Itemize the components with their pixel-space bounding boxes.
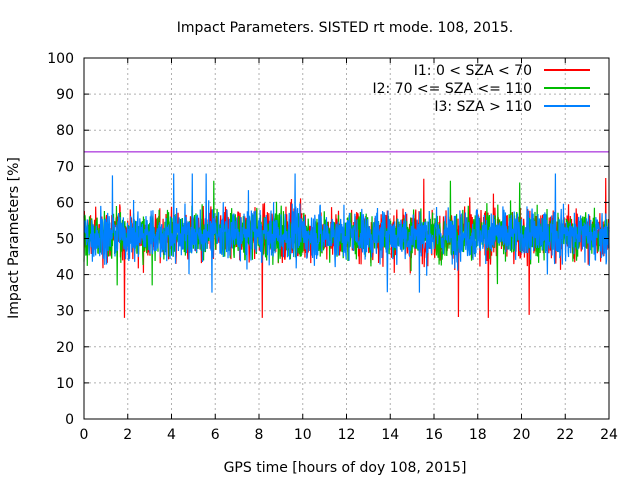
x-tick-label: 8 [255,427,264,443]
chart-title: Impact Parameters. SISTED rt mode. 108, … [177,20,513,36]
y-tick-label: 80 [56,123,74,139]
series-group [83,173,610,318]
x-tick-label: 16 [425,427,443,443]
y-tick-label: 20 [56,340,74,356]
x-tick-label: 6 [211,427,220,443]
y-tick-label: 90 [56,87,74,103]
y-axis-label: Impact Parameters [%] [6,157,22,319]
x-tick-label: 10 [294,427,312,443]
series-line-3 [83,173,610,293]
y-tick-label: 40 [56,268,74,284]
legend-label: I1: 0 < SZA < 70 [414,63,532,79]
x-tick-label: 0 [80,427,89,443]
y-tick-label: 0 [65,412,74,428]
y-tick-label: 100 [47,51,74,67]
x-tick-label: 22 [556,427,574,443]
x-axis-label: GPS time [hours of doy 108, 2015] [224,460,467,476]
x-tick-label: 18 [469,427,487,443]
axis-ticks: 0 2 4 6 8 10 12 14 16 18 20 22 240102030405060708090… [47,51,618,443]
legend: I1: 0 < SZA < 70 I2: 70 <= SZA <= 110 I3: … [372,63,590,115]
y-tick-label: 70 [56,159,74,175]
y-tick-label: 30 [56,304,74,320]
legend-label: I2: 70 <= SZA <= 110 [372,81,532,97]
y-tick-label: 50 [56,232,74,248]
y-tick-label: 60 [56,195,74,211]
y-tick-label: 10 [56,376,74,392]
x-tick-label: 14 [381,427,399,443]
x-tick-label: 2 [123,427,132,443]
legend-label: I3: SZA > 110 [434,99,532,115]
x-tick-label: 4 [167,427,176,443]
x-tick-label: 12 [338,427,356,443]
x-tick-label: 20 [513,427,531,443]
x-tick-label: 24 [600,427,618,443]
